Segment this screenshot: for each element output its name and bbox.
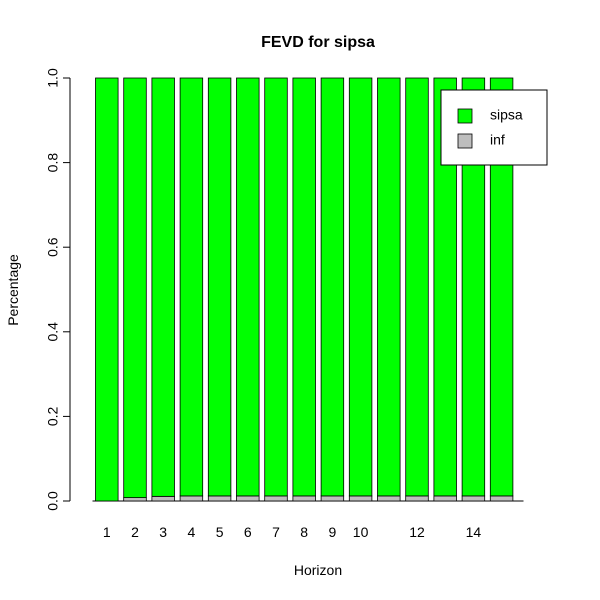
- x-axis-label: Horizon: [294, 562, 342, 578]
- bar-stack: [151, 77, 175, 502]
- bar-stack: [207, 77, 232, 502]
- y-axis: 0.0 0.2 0.4 0.6 0.8 1.0: [45, 68, 71, 511]
- bar-stack: [95, 77, 119, 502]
- legend: sipsa inf: [440, 89, 548, 166]
- bar-stack: [292, 77, 316, 502]
- bar-segment-sipsa: [95, 77, 119, 502]
- x-tick-label: 12: [409, 524, 425, 540]
- legend-label: inf: [490, 132, 505, 148]
- bar-segment-inf: [377, 495, 401, 502]
- bar-segment-sipsa: [236, 77, 260, 497]
- bar-stack: [433, 77, 457, 502]
- bar-segment-sipsa: [320, 77, 345, 497]
- bar-segment-sipsa: [264, 77, 288, 497]
- bar-segment-inf: [123, 497, 147, 502]
- bar-segment-sipsa: [179, 77, 204, 497]
- y-tick-label: 0.2: [45, 406, 61, 426]
- bar-segment-sipsa: [489, 77, 514, 497]
- bar-segment-inf: [433, 495, 457, 502]
- bar-segment-inf: [179, 495, 204, 502]
- x-tick-label: 2: [131, 524, 139, 540]
- bar-segment-inf: [489, 495, 514, 502]
- legend-swatch-inf: [457, 133, 473, 149]
- x-tick-label: 8: [300, 524, 308, 540]
- y-axis-label: Percentage: [5, 254, 21, 326]
- bar-stack: [348, 77, 373, 502]
- x-axis-tick-labels: 1 2 3 4 5 6 7 8 9 10 12 14: [103, 524, 481, 540]
- x-tick-label: 1: [103, 524, 111, 540]
- bar-segment-sipsa: [405, 77, 429, 497]
- bar-segment-sipsa: [461, 77, 486, 497]
- y-tick-label: 0.4: [45, 322, 61, 342]
- bar-stack: [320, 77, 345, 502]
- chart-title: FEVD for sipsa: [261, 34, 375, 51]
- bar-segment-sipsa: [433, 77, 457, 497]
- bars: [92, 77, 524, 502]
- y-tick-label: 0.8: [45, 153, 61, 173]
- bar-stack: [377, 77, 401, 502]
- x-tick-label: 10: [353, 524, 369, 540]
- y-tick-label: 0.0: [45, 491, 61, 511]
- bar-stack: [236, 77, 260, 502]
- bar-stack: [123, 77, 147, 502]
- bar-segment-inf: [264, 495, 288, 502]
- bar-segment-inf: [348, 495, 373, 502]
- x-tick-label: 6: [244, 524, 252, 540]
- bar-segment-sipsa: [377, 77, 401, 497]
- x-tick-label: 7: [272, 524, 280, 540]
- bar-segment-sipsa: [207, 77, 232, 497]
- bar-segment-sipsa: [151, 77, 175, 497]
- bar-segment-inf: [236, 495, 260, 502]
- bar-stack: [461, 77, 486, 502]
- bar-segment-inf: [461, 495, 486, 502]
- legend-swatch-sipsa: [457, 108, 473, 124]
- bar-segment-sipsa: [292, 77, 316, 497]
- bar-segment-inf: [320, 495, 345, 502]
- x-tick-label: 9: [329, 524, 337, 540]
- y-tick-label: 1.0: [45, 68, 61, 88]
- x-tick-label: 4: [188, 524, 196, 540]
- x-tick-label: 3: [159, 524, 167, 540]
- x-tick-label: 14: [466, 524, 482, 540]
- bar-stack: [179, 77, 204, 502]
- bar-stack: [405, 77, 429, 502]
- bar-segment-inf: [405, 495, 429, 502]
- legend-box: [440, 89, 548, 166]
- bar-segment-inf: [292, 495, 316, 502]
- bar-segment-sipsa: [348, 77, 373, 497]
- bar-stack: [489, 77, 514, 502]
- y-tick-label: 0.6: [45, 237, 61, 257]
- bar-stack: [264, 77, 288, 502]
- x-tick-label: 5: [216, 524, 224, 540]
- legend-label: sipsa: [490, 107, 523, 123]
- bar-segment-sipsa: [123, 77, 147, 499]
- bar-segment-inf: [151, 495, 175, 502]
- bar-segment-inf: [207, 495, 232, 502]
